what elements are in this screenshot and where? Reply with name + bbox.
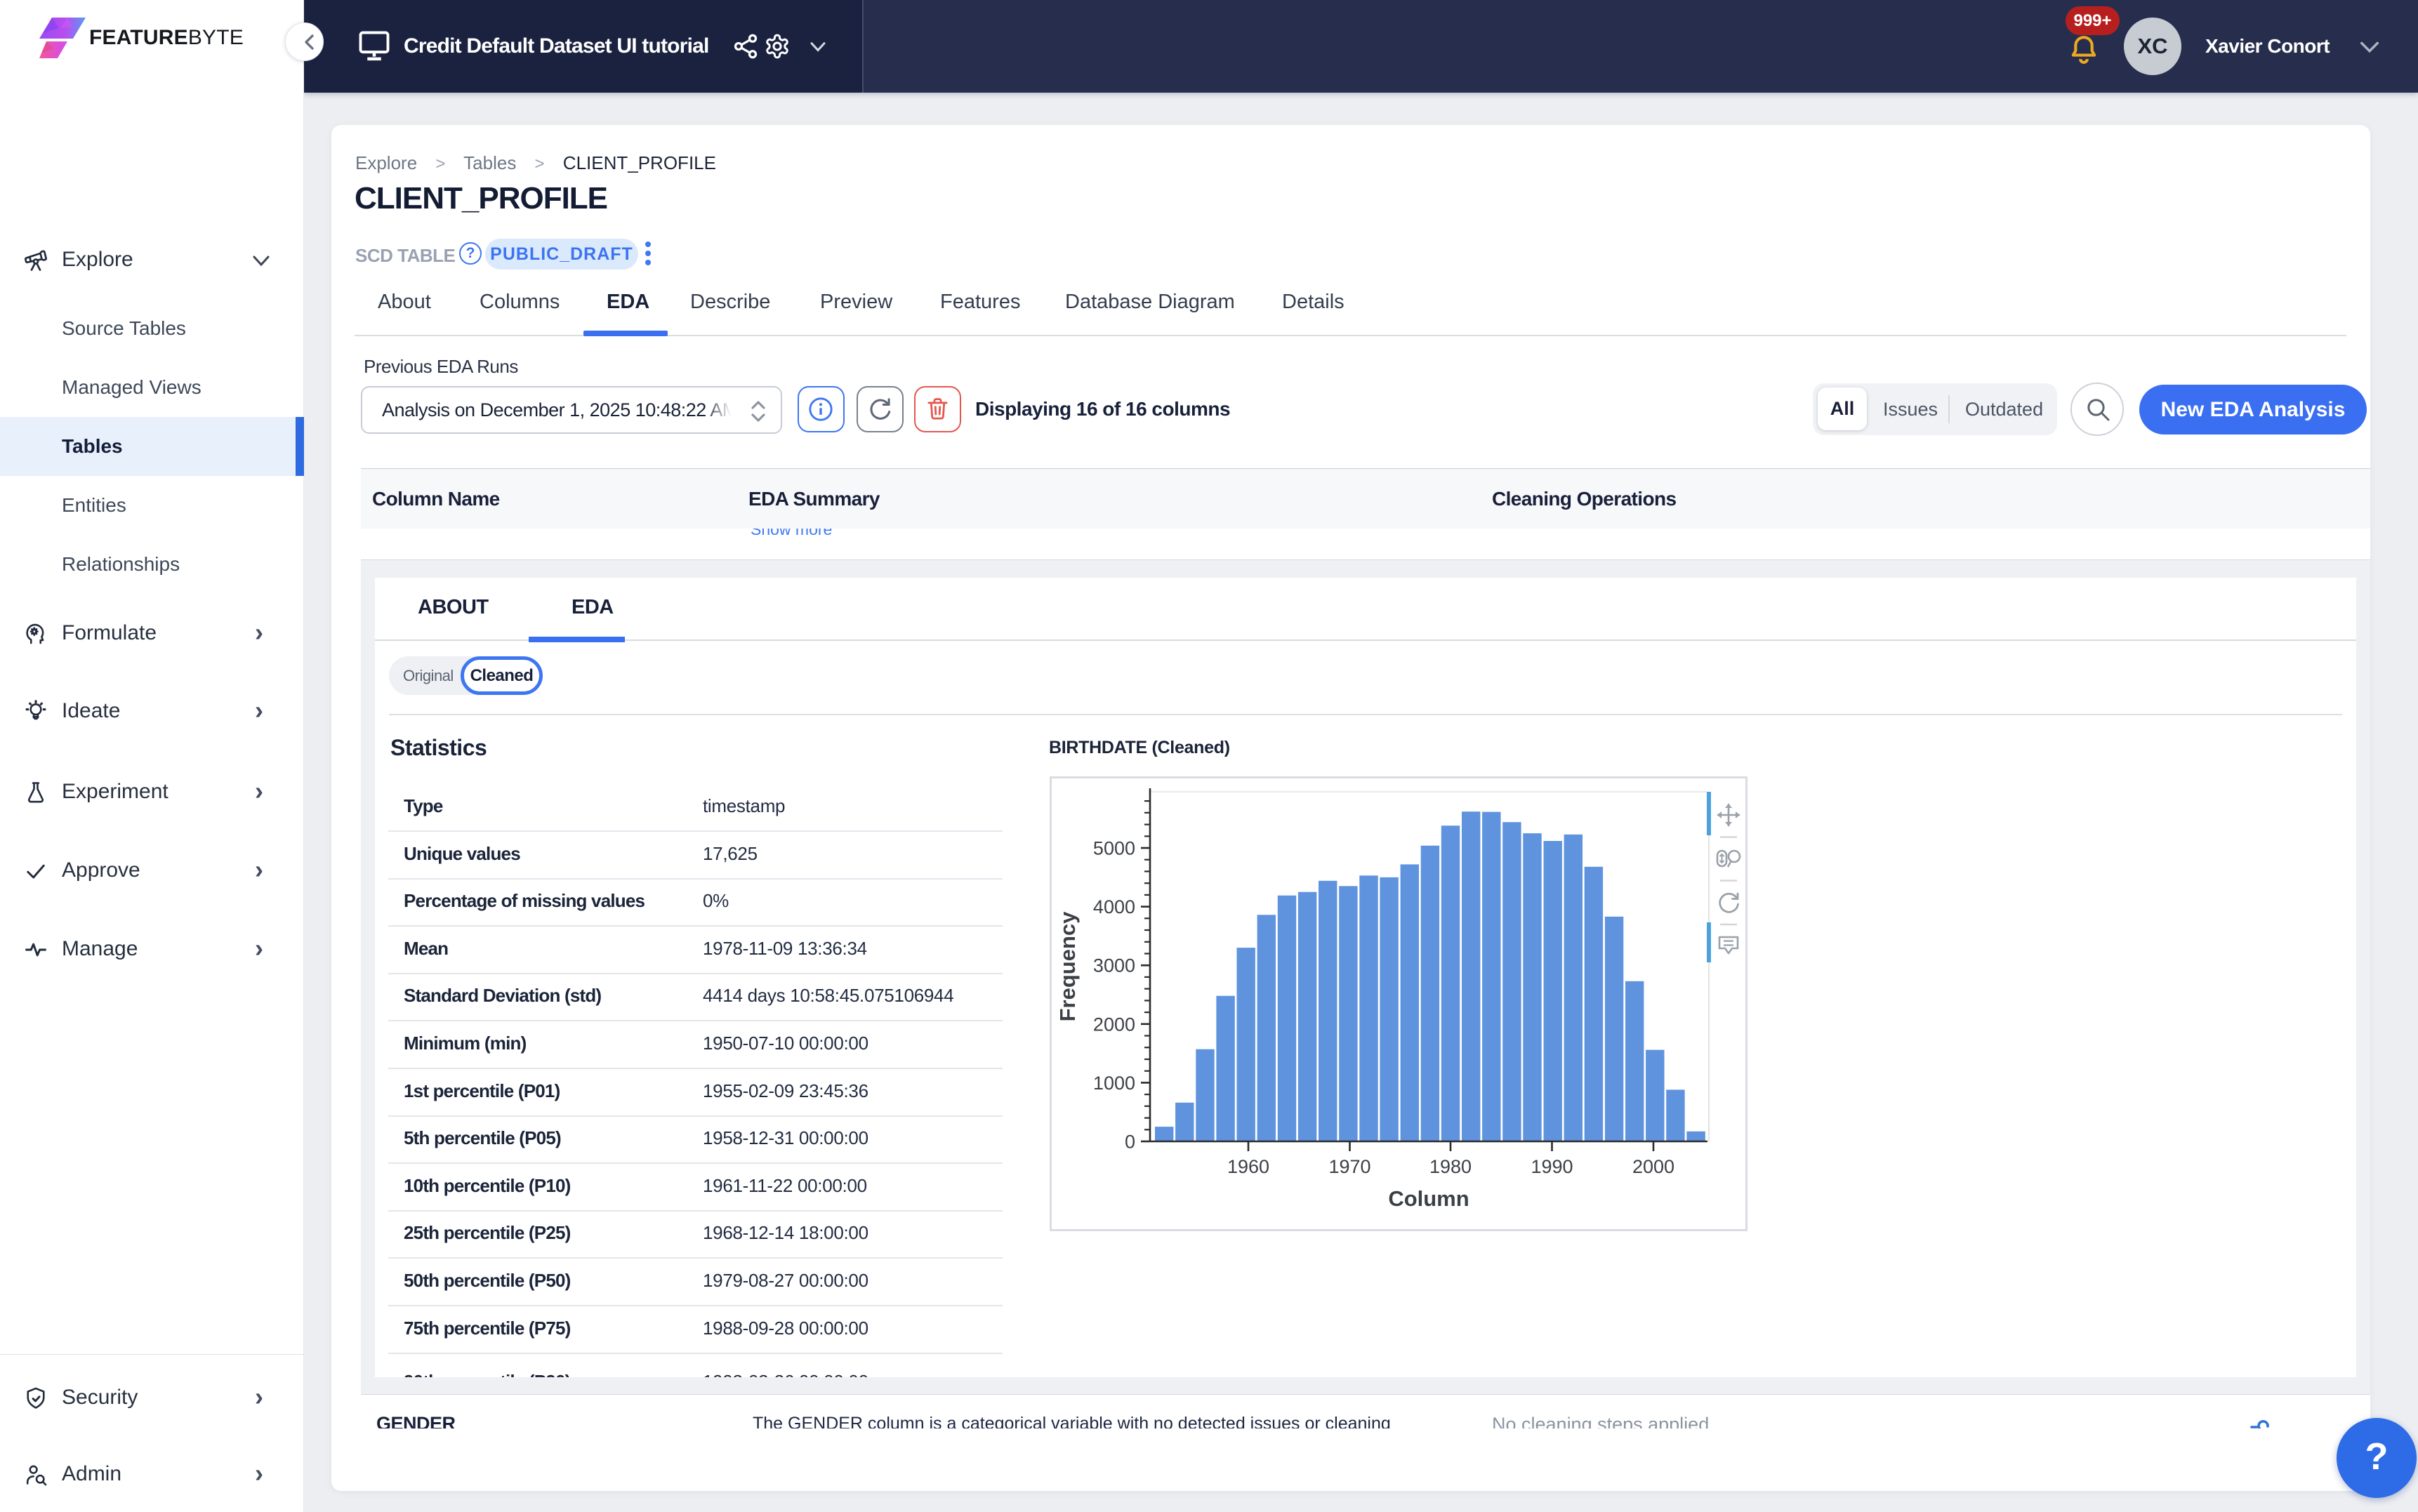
svg-text:1990: 1990: [1531, 1156, 1573, 1177]
svg-text:Column: Column: [1388, 1186, 1469, 1211]
svg-text:0: 0: [1125, 1132, 1135, 1153]
svg-text:1960: 1960: [1227, 1156, 1269, 1177]
svg-text:3000: 3000: [1093, 955, 1135, 976]
svg-text:2000: 2000: [1632, 1156, 1674, 1177]
svg-text:2000: 2000: [1093, 1014, 1135, 1035]
svg-text:1970: 1970: [1328, 1156, 1370, 1177]
svg-text:1980: 1980: [1429, 1156, 1472, 1177]
svg-text:Frequency: Frequency: [1055, 911, 1080, 1022]
svg-text:5000: 5000: [1093, 838, 1135, 859]
svg-text:1000: 1000: [1093, 1073, 1135, 1094]
svg-text:4000: 4000: [1093, 896, 1135, 917]
